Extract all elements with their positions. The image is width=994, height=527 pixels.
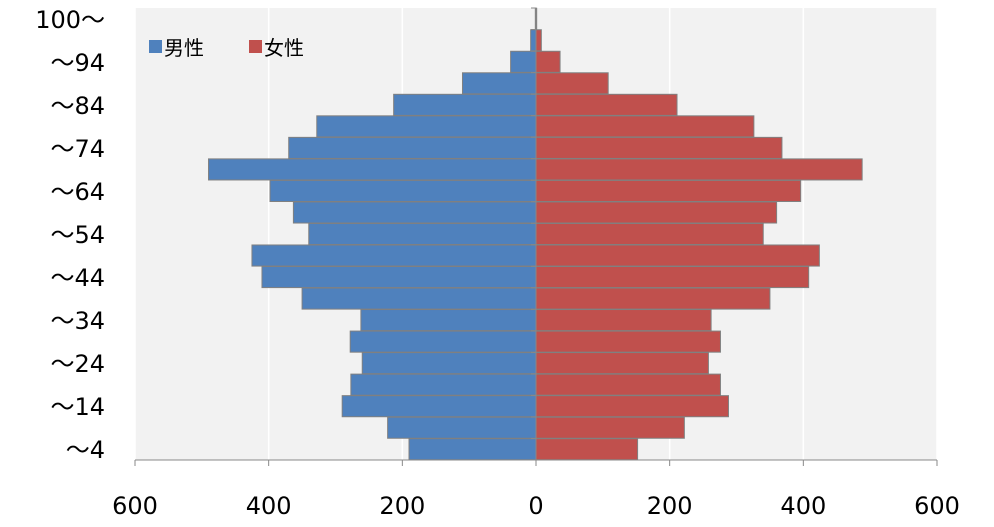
- bar-male-11: [292, 201, 537, 224]
- axes: [134, 7, 938, 466]
- bar-male-8: [261, 266, 537, 289]
- bar-female-6: [535, 309, 712, 332]
- bar-male-3: [350, 373, 537, 396]
- bar-male-16: [393, 93, 537, 116]
- bar-female-14: [535, 136, 783, 159]
- x-tick-label: 400: [780, 492, 826, 520]
- legend-swatch-female: [249, 40, 262, 53]
- bars: [208, 7, 863, 461]
- bar-male-14: [288, 136, 537, 159]
- bar-male-10: [308, 222, 537, 246]
- y-tick-label: ～34: [50, 307, 105, 335]
- bar-male-0: [408, 438, 537, 461]
- bar-female-1: [535, 416, 685, 439]
- bar-male-17: [461, 72, 537, 95]
- bar-male-12: [269, 179, 537, 202]
- bar-female-7: [535, 287, 771, 310]
- x-tick-label: 600: [914, 492, 960, 520]
- y-tick-label: ～24: [50, 350, 105, 378]
- bar-female-16: [535, 93, 678, 116]
- y-tick-label: ～4: [66, 436, 105, 464]
- bar-male-18: [510, 50, 537, 73]
- bar-female-0: [535, 438, 639, 461]
- x-tick-label: 200: [379, 492, 425, 520]
- y-tick-labels: ～4 ～14 ～24 ～34 ～44 ～54 ～64 ～74 ～84 ～94 100～: [35, 6, 105, 464]
- y-tick-label: ～64: [50, 178, 105, 206]
- y-tick-label: ～54: [50, 221, 105, 249]
- y-tick-label: ～74: [50, 135, 105, 163]
- bar-male-13: [208, 158, 537, 181]
- x-tick-labels: 600 400 200 0 200 400 600: [112, 492, 960, 520]
- bar-female-8: [535, 266, 810, 289]
- bar-female-11: [535, 201, 778, 224]
- y-tick-label: ～94: [50, 49, 105, 77]
- legend-label-female: 女性: [264, 36, 304, 60]
- x-tick-label: 600: [112, 492, 158, 520]
- y-tick-label: ～14: [50, 393, 105, 421]
- bar-female-4: [535, 352, 709, 375]
- bar-male-7: [301, 287, 537, 310]
- bar-male-15: [316, 115, 537, 138]
- bar-male-5: [349, 330, 537, 353]
- bar-female-10: [535, 222, 764, 246]
- legend-label-male: 男性: [164, 36, 204, 60]
- bar-male-4: [361, 352, 537, 375]
- bar-female-3: [535, 373, 721, 396]
- bar-female-13: [535, 158, 863, 181]
- bar-female-12: [535, 179, 802, 202]
- bar-female-9: [535, 244, 820, 267]
- bar-female-2: [535, 395, 729, 418]
- x-tick-label: 200: [647, 492, 693, 520]
- y-tick-label: ～84: [50, 92, 105, 120]
- bar-male-2: [341, 395, 537, 418]
- bar-female-5: [535, 330, 721, 353]
- bar-male-1: [387, 416, 537, 439]
- bar-female-15: [535, 115, 755, 138]
- bar-male-6: [360, 309, 537, 332]
- legend-swatch-male: [149, 40, 162, 53]
- y-tick-label: ～44: [50, 264, 105, 292]
- bar-male-19: [530, 29, 537, 52]
- x-tick-label: 0: [528, 492, 543, 520]
- y-tick-label: 100～: [35, 6, 105, 34]
- x-tick-label: 400: [246, 492, 292, 520]
- legend: 男性 女性: [149, 36, 304, 60]
- bar-female-18: [535, 50, 561, 73]
- bar-female-19: [535, 29, 542, 52]
- bar-male-9: [251, 244, 537, 267]
- bar-female-17: [535, 72, 609, 95]
